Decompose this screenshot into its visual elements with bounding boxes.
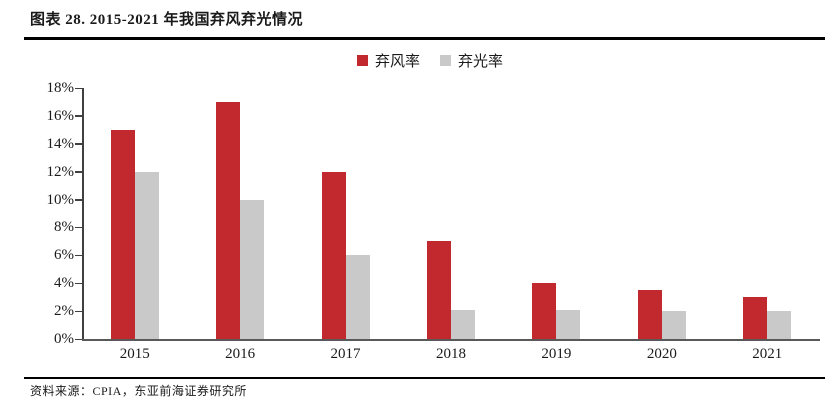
x-axis-label-2018: 2018	[435, 346, 466, 362]
x-axis-label-2016: 2016	[225, 346, 256, 362]
x-axis	[82, 339, 820, 341]
title-divider	[24, 37, 825, 40]
y-axis-tick	[75, 310, 82, 313]
bar-弃风率-2016	[216, 101, 241, 339]
legend-swatch-icon	[356, 55, 368, 66]
source-note: 资料来源：CPIA，东亚前海证券研究所	[30, 384, 247, 398]
x-axis-label-2021: 2021	[752, 346, 783, 362]
y-axis-tick-label: 8%	[54, 219, 74, 236]
x-axis-label-2020: 2020	[646, 346, 677, 362]
y-axis-tick-label: 0%	[54, 331, 74, 347]
y-axis-tick	[75, 115, 82, 117]
y-axis-tick	[75, 254, 82, 257]
x-axis-label-2017: 2017	[330, 346, 361, 362]
bar-弃风率-2021	[743, 297, 768, 339]
y-axis-tick	[75, 226, 82, 229]
y-axis-tick	[75, 282, 82, 285]
y-axis-tick-label: 14%	[46, 135, 75, 152]
bar-弃风率-2015	[110, 129, 135, 339]
y-axis-tick-label: 16%	[46, 107, 75, 124]
legend-item: 弃光率	[440, 50, 503, 71]
x-axis-label-2015: 2015	[119, 346, 150, 362]
y-axis-tick	[75, 171, 82, 173]
figure-title: 图表 28. 2015-2021 年我国弃风弃光情况	[30, 12, 303, 28]
y-axis-tick-label: 6%	[54, 247, 74, 264]
bar-弃光率-2016	[240, 199, 265, 339]
y-axis-tick-label: 10%	[46, 191, 75, 208]
y-axis-tick-label: 4%	[54, 275, 74, 292]
bar-弃光率-2018	[451, 309, 475, 339]
legend-label: 弃风率	[374, 54, 420, 70]
y-axis-tick	[75, 87, 82, 89]
bar-弃风率-2019	[532, 283, 557, 339]
bar-弃风率-2017	[321, 171, 346, 339]
legend-label: 弃光率	[458, 54, 504, 70]
x-axis-label-2019: 2019	[541, 346, 572, 362]
y-axis-tick-label: 12%	[46, 163, 75, 180]
legend-swatch-icon	[440, 55, 451, 66]
bar-弃光率-2017	[345, 255, 370, 339]
bar-弃光率-2020	[661, 311, 686, 339]
bar-弃光率-2019	[556, 309, 581, 339]
y-axis-tick-label: 18%	[46, 80, 75, 96]
y-axis-tick	[75, 199, 82, 201]
footer-divider	[24, 377, 825, 379]
bar-弃风率-2020	[637, 290, 662, 339]
y-axis	[82, 88, 84, 339]
chart-legend: 弃风率 弃光率	[16, 50, 828, 71]
bar-弃光率-2015	[134, 171, 159, 339]
legend-item: 弃风率	[356, 50, 420, 71]
y-axis-tick-label: 2%	[54, 303, 74, 320]
bar-弃光率-2021	[767, 311, 792, 339]
y-axis-tick	[75, 143, 82, 145]
bar-弃风率-2018	[427, 241, 451, 339]
y-axis-tick	[75, 338, 82, 340]
